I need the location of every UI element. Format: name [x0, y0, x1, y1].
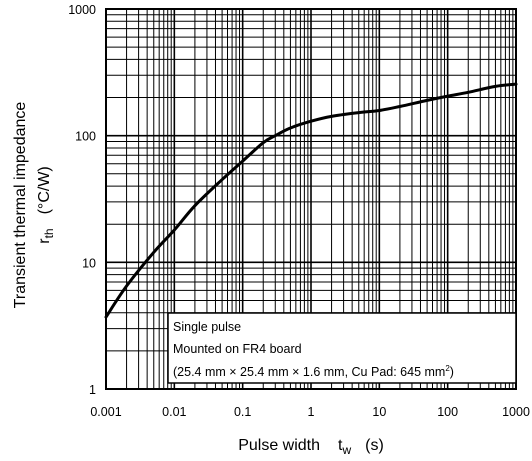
y-axis-label-symbol: rth(°C/W) [36, 166, 56, 244]
series-line [104, 82, 518, 319]
annotation-dimensions: (25.4 mm × 25.4 mm × 1.6 mm, Cu Pad: 645… [173, 364, 454, 379]
x-tick-label: 1000 [502, 405, 530, 419]
x-tick-label: 100 [437, 405, 458, 419]
y-tick-label: 100 [75, 130, 96, 144]
annotation-superscript: 2 [445, 364, 450, 373]
y-tick-label: 1000 [68, 3, 96, 17]
y-axis-label: Transient thermal impedance [12, 102, 29, 309]
x-tick-label: 10 [372, 405, 386, 419]
y-tick-label: 10 [82, 256, 96, 270]
y-tick-labels: 1 10 100 1000 [68, 3, 96, 397]
annotation-box [167, 312, 517, 384]
annotation-board: Mounted on FR4 board [173, 342, 302, 356]
annotation-single-pulse: Single pulse [173, 320, 241, 334]
x-tick-label: 0.01 [162, 405, 186, 419]
plot-frame [105, 8, 517, 390]
x-tick-label: 0.1 [234, 405, 251, 419]
x-tick-labels: 0.001 0.01 0.1 1 10 100 1000 [90, 405, 530, 419]
x-axis-label: Pulse width tw (s) [238, 437, 384, 457]
x-tick-label: 1 [308, 405, 315, 419]
x-tick-label: 0.001 [90, 405, 121, 419]
y-tick-label: 1 [89, 383, 96, 397]
